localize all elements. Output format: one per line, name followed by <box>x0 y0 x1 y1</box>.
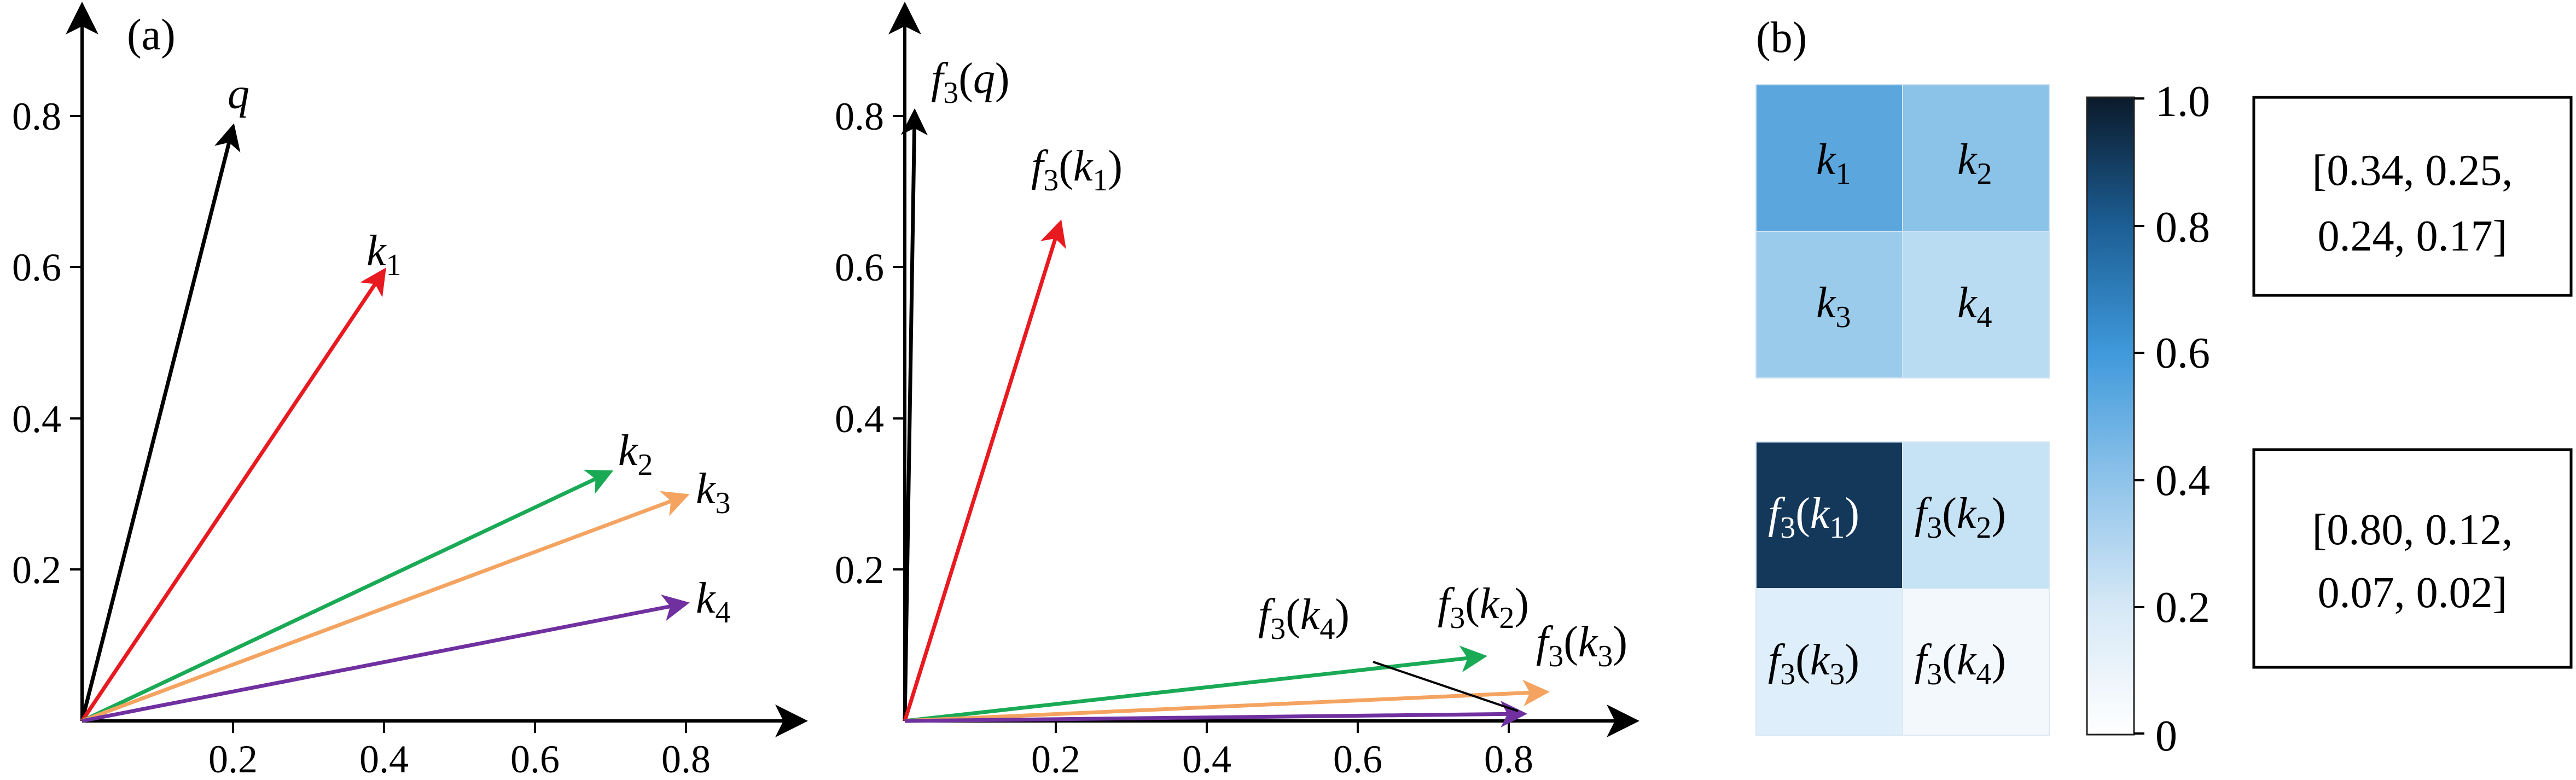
heatmap-cell <box>1755 84 1903 232</box>
vector-k1 <box>80 267 386 722</box>
vector-label-k1: k1 <box>367 227 402 282</box>
vector-box-bottom: [0.80, 0.12, 0.07, 0.02] <box>2252 448 2573 669</box>
left-y-tick-label: 0.8 <box>12 95 61 138</box>
heatmap-cell-label: k4 <box>1957 279 1992 334</box>
right-y-ticks: 0.2 0.4 0.6 0.8 <box>835 95 905 592</box>
heatmap-cell <box>1755 441 1903 589</box>
right-x-tick-label: 0.4 <box>1182 737 1231 780</box>
vector-label-q: q <box>228 70 249 118</box>
heatmap-cell-label: f3(k2) <box>1915 490 2006 545</box>
vector-k3 <box>81 491 690 723</box>
panel-label-a: (a) <box>127 11 176 59</box>
left-x-ticks: 0.2 0.4 0.6 0.8 <box>208 721 711 780</box>
vector-label-k3: k3 <box>696 465 731 520</box>
pointer-line-f3-k4 <box>1373 661 1519 712</box>
left-y-tick-label: 0.2 <box>12 548 61 592</box>
vector-box-top: [0.34, 0.25, 0.24, 0.17] <box>2252 96 2573 297</box>
right-plot: 0.2 0.4 0.6 0.8 0.2 0.4 0.6 0.8 f3(q) f3… <box>835 2 1639 780</box>
right-y-tick-label: 0.8 <box>835 95 884 138</box>
panel-label-b: (b) <box>1756 14 1807 62</box>
vector-f3-q <box>900 108 928 721</box>
left-x-tick-label: 0.2 <box>208 737 258 780</box>
right-x-tick-label: 0.6 <box>1333 737 1382 780</box>
colorbar-gradient <box>2086 96 2135 736</box>
vector-k4 <box>82 594 690 723</box>
heatmap-cell-label: k2 <box>1957 136 1992 191</box>
heatmap-bottom: f3(k1) f3(k2) f3(k3) f3(k4) <box>1755 441 2050 736</box>
colorbar-tick-label: 0.4 <box>2155 457 2210 505</box>
heatmap-cell <box>1902 588 2050 736</box>
vector-box-line: [0.34, 0.25, <box>2312 147 2513 195</box>
panel-b: (b) k1 k2 k3 k4 f3(k1) f3(k2) f3(k3) f3(… <box>1755 14 2573 760</box>
left-x-tick-label: 0.4 <box>359 737 409 780</box>
heatmap-cell <box>1755 231 1903 379</box>
vector-label-f3-k4: f3(k4) <box>1258 591 1350 646</box>
right-x-tick-label: 0.2 <box>1031 737 1080 780</box>
vector-label-f3-k3: f3(k3) <box>1536 618 1627 673</box>
right-x-ticks: 0.2 0.4 0.6 0.8 <box>1031 721 1533 780</box>
colorbar-tick-label: 0.6 <box>2155 329 2210 377</box>
vector-f3-k1 <box>903 219 1066 722</box>
vector-f3-k2 <box>904 645 1487 723</box>
vector-box-line: 0.24, 0.17] <box>2318 212 2508 260</box>
colorbar-tick-label: 0 <box>2155 712 2177 760</box>
left-y-ticks: 0.2 0.4 0.6 0.8 <box>12 95 82 592</box>
vector-label-f3-q: f3(q) <box>931 55 1010 110</box>
colorbar-tick-label: 1.0 <box>2155 78 2210 126</box>
left-y-tick-label: 0.6 <box>12 246 61 289</box>
colorbar-tick-label: 0.8 <box>2155 203 2210 252</box>
heatmap-cell <box>1902 441 2050 589</box>
vector-label-f3-k2: f3(k2) <box>1438 580 1529 635</box>
heatmap-cell-label: f3(k3) <box>1768 636 1859 691</box>
right-y-tick-label: 0.2 <box>835 548 884 592</box>
right-y-tick-label: 0.6 <box>835 246 884 289</box>
left-plot: (a) 0.2 0.4 0.6 0.8 0.2 0.4 0.6 0.8 <box>12 2 808 780</box>
vector-q <box>80 123 241 721</box>
colorbar: 1.0 0.8 0.6 0.4 0.2 0 <box>2086 78 2210 760</box>
vector-label-f3-k1: f3(k1) <box>1031 142 1123 197</box>
vector-label-k4: k4 <box>696 574 731 630</box>
heatmap-top: k1 k2 k3 k4 <box>1755 84 2050 379</box>
heatmap-cell-label: k1 <box>1816 136 1851 191</box>
heatmap-cell <box>1902 84 2050 232</box>
vector-f3-k4 <box>904 700 1527 727</box>
left-y-tick-label: 0.4 <box>12 397 61 441</box>
heatmap-cell <box>1755 588 1903 736</box>
vector-k2 <box>81 469 614 723</box>
heatmap-cell-label: k3 <box>1816 279 1851 334</box>
vector-label-k2: k2 <box>618 427 653 482</box>
heatmap-cell-label: f3(k1) <box>1768 490 1859 545</box>
left-x-tick-label: 0.6 <box>510 737 560 780</box>
right-x-tick-label: 0.8 <box>1484 737 1533 780</box>
heatmap-cell <box>1902 231 2050 379</box>
colorbar-tick-label: 0.2 <box>2155 584 2210 632</box>
left-x-tick-label: 0.8 <box>661 737 711 780</box>
right-y-tick-label: 0.4 <box>835 397 884 441</box>
vector-box-line: [0.80, 0.12, <box>2312 506 2513 554</box>
vector-f3-k3 <box>904 679 1550 723</box>
vector-box-line: 0.07, 0.02] <box>2318 569 2508 617</box>
